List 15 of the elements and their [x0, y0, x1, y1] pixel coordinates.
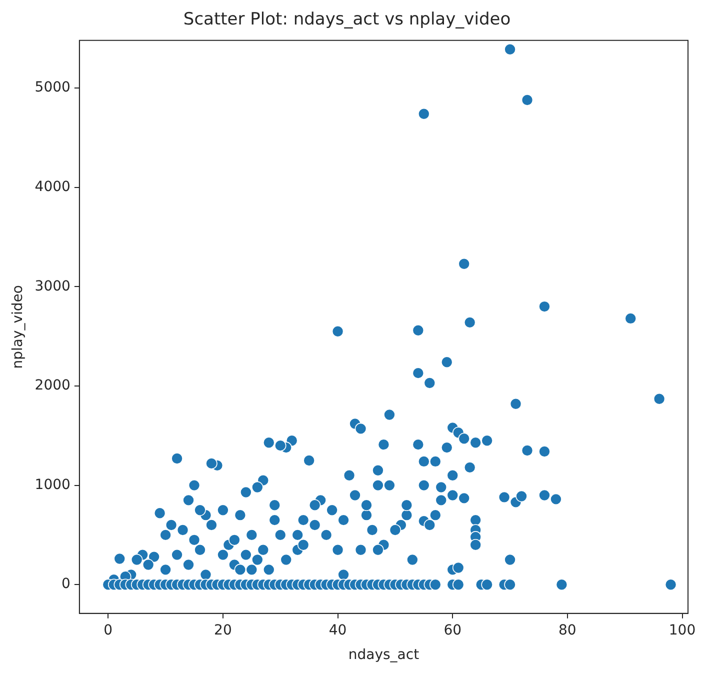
x-axis-title: ndays_act — [348, 647, 420, 664]
chart-title: Scatter Plot: ndays_act vs nplay_video — [183, 10, 511, 30]
x-tick-label: 100 — [668, 622, 696, 638]
y-tick-label: 2000 — [34, 378, 70, 394]
y-tick-label: 4000 — [34, 179, 70, 196]
x-tick-label: 20 — [214, 622, 232, 638]
x-tick-label: 40 — [328, 622, 347, 638]
y-tick-label: 1000 — [34, 476, 70, 493]
x-tick-label: 80 — [558, 622, 576, 638]
x-tick-label: 60 — [444, 622, 462, 638]
y-axis-title: nplay_video — [10, 285, 26, 369]
y-tick-label: 5000 — [34, 80, 70, 96]
y-tick-label: 3000 — [34, 278, 70, 294]
x-tick-label: 0 — [104, 622, 113, 638]
y-tick-label: 0 — [62, 576, 70, 592]
